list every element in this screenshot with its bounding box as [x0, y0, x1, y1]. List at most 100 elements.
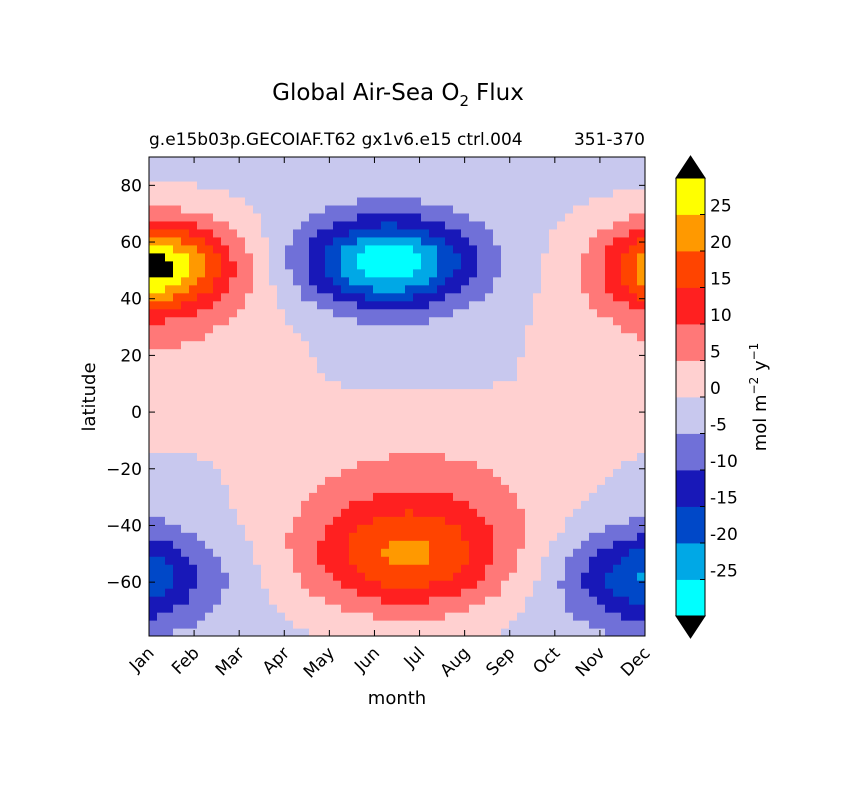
- field-cell: [469, 172, 478, 182]
- field-cell: [549, 572, 558, 581]
- field-cell: [445, 532, 454, 541]
- field-cell: [509, 356, 518, 366]
- field-cell: [325, 540, 334, 549]
- x-tick-label: Jan: [125, 643, 158, 676]
- field-cell: [469, 356, 478, 366]
- field-cell: [525, 524, 534, 533]
- field-cell: [597, 452, 606, 461]
- field-cell: [165, 468, 174, 477]
- field-cell: [461, 476, 470, 485]
- field-cell: [509, 436, 518, 445]
- field-cell: [213, 492, 222, 501]
- field-cell: [597, 620, 606, 629]
- field-cell: [381, 204, 390, 214]
- field-cell: [293, 564, 302, 573]
- field-cell: [405, 556, 414, 565]
- field-cell: [229, 196, 238, 206]
- field-cell: [333, 380, 342, 390]
- field-cell: [405, 452, 414, 461]
- field-cell: [597, 524, 606, 533]
- field-cell: [397, 580, 406, 589]
- field-cell: [173, 628, 182, 636]
- field-cell: [541, 588, 550, 597]
- field-cell: [493, 588, 502, 597]
- field-cell: [533, 196, 542, 206]
- field-cell: [325, 180, 334, 190]
- field-cell: [229, 260, 238, 270]
- field-cell: [325, 276, 334, 286]
- field-cell: [165, 564, 174, 573]
- field-cell: [157, 412, 166, 422]
- field-cell: [293, 332, 302, 342]
- field-cell: [189, 300, 198, 310]
- field-cell: [325, 508, 334, 517]
- field-cell: [429, 244, 438, 254]
- field-cell: [421, 580, 430, 589]
- field-cell: [605, 340, 614, 350]
- field-cell: [565, 444, 574, 453]
- field-cell: [157, 508, 166, 517]
- field-cell: [277, 572, 286, 581]
- field-cell: [597, 516, 606, 525]
- field-cell: [613, 476, 622, 485]
- field-cell: [605, 444, 614, 453]
- y-tick-label: 40: [120, 290, 142, 310]
- field-cell: [605, 380, 614, 390]
- field-cell: [237, 460, 246, 469]
- field-cell: [565, 460, 574, 469]
- field-cell: [205, 284, 214, 294]
- field-cell: [341, 428, 350, 438]
- field-cell: [357, 476, 366, 485]
- field-cell: [349, 420, 358, 430]
- field-cell: [621, 420, 630, 430]
- field-cell: [237, 340, 246, 350]
- field-cell: [565, 572, 574, 581]
- field-cell: [493, 404, 502, 414]
- field-cell: [261, 340, 270, 350]
- field-cell: [333, 428, 342, 438]
- field-cell: [221, 276, 230, 286]
- field-cell: [189, 500, 198, 509]
- field-cell: [237, 228, 246, 238]
- field-cell: [517, 508, 526, 517]
- field-cell: [157, 564, 166, 573]
- field-cell: [269, 492, 278, 501]
- field-cell: [333, 276, 342, 286]
- field-cell: [285, 244, 294, 254]
- field-cell: [493, 516, 502, 525]
- field-cell: [261, 412, 270, 422]
- field-cell: [165, 588, 174, 597]
- field-cell: [413, 516, 422, 525]
- field-cell: [557, 268, 566, 278]
- field-cell: [493, 388, 502, 398]
- field-cell: [325, 476, 334, 485]
- field-cell: [517, 308, 526, 318]
- field-cell: [413, 500, 422, 509]
- field-cell: [229, 444, 238, 453]
- field-cell: [453, 316, 462, 326]
- field-cell: [397, 628, 406, 636]
- field-cell: [453, 268, 462, 278]
- field-cell: [381, 404, 390, 414]
- field-cell: [165, 508, 174, 517]
- field-cell: [205, 228, 214, 238]
- field-cell: [445, 380, 454, 390]
- field-cell: [269, 452, 278, 461]
- field-cell: [509, 340, 518, 350]
- field-cell: [221, 580, 230, 589]
- field-cell: [533, 396, 542, 406]
- field-cell: [317, 340, 326, 350]
- field-cell: [229, 508, 238, 517]
- field-cell: [525, 356, 534, 366]
- field-cell: [285, 364, 294, 374]
- field-cell: [237, 172, 246, 182]
- field-cell: [637, 612, 645, 621]
- field-cell: [301, 157, 310, 166]
- field-cell: [405, 340, 414, 350]
- field-cell: [453, 212, 462, 222]
- field-cell: [173, 404, 182, 414]
- field-cell: [629, 276, 638, 286]
- field-cell: [509, 308, 518, 318]
- field-cell: [541, 196, 550, 206]
- field-cell: [549, 580, 558, 589]
